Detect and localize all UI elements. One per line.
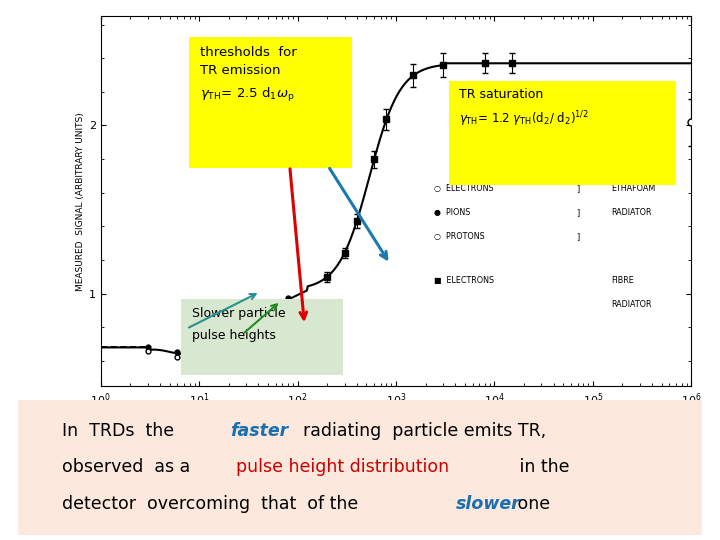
Text: ●  PIONS: ● PIONS: [434, 208, 471, 217]
FancyBboxPatch shape: [12, 399, 708, 536]
Text: ○  ELECTRONS: ○ ELECTRONS: [434, 184, 494, 193]
Text: TR emission: TR emission: [200, 64, 281, 77]
Text: pulse height distribution: pulse height distribution: [235, 458, 449, 476]
Text: observed  as a: observed as a: [63, 458, 197, 476]
Text: radiating  particle emits TR,: radiating particle emits TR,: [292, 422, 546, 440]
FancyBboxPatch shape: [449, 81, 676, 185]
Text: detector  overcoming  that  of the: detector overcoming that of the: [63, 495, 364, 512]
Text: slower: slower: [456, 495, 521, 512]
Text: ]: ]: [576, 184, 580, 193]
Text: TR saturation: TR saturation: [459, 89, 544, 102]
Text: RADIATOR: RADIATOR: [611, 300, 652, 309]
Text: in the: in the: [514, 458, 570, 476]
Text: ]: ]: [576, 208, 580, 217]
FancyBboxPatch shape: [181, 299, 343, 375]
Text: thresholds  for: thresholds for: [200, 46, 297, 59]
Text: faster: faster: [230, 422, 288, 440]
Text: ○  PROTONS: ○ PROTONS: [434, 232, 485, 241]
Text: ■  ELECTRONS: ■ ELECTRONS: [434, 276, 495, 285]
Text: FIBRE: FIBRE: [611, 276, 634, 285]
Text: ]: ]: [576, 232, 580, 241]
Text: In  TRDs  the: In TRDs the: [63, 422, 180, 440]
Text: RADIATOR: RADIATOR: [611, 208, 652, 217]
Text: $\gamma_{\rm TH}$= 1.2 $\gamma_{\rm TH}$(d$_2$/ d$_2)^{1/2}$: $\gamma_{\rm TH}$= 1.2 $\gamma_{\rm TH}$…: [459, 110, 589, 129]
X-axis label: LORENTZ  FACTOR  $\gamma = E/mc^2$: LORENTZ FACTOR $\gamma = E/mc^2$: [318, 411, 474, 428]
Text: pulse heights: pulse heights: [192, 329, 276, 342]
Text: one: one: [512, 495, 550, 512]
Y-axis label: MEASURED  SIGNAL (ARBITRARY UNITS): MEASURED SIGNAL (ARBITRARY UNITS): [76, 112, 85, 291]
Text: Slower particle: Slower particle: [192, 307, 286, 320]
FancyBboxPatch shape: [189, 37, 351, 168]
Text: $\gamma_{\rm TH}$= 2.5 d$_1\omega_{\rm p}$: $\gamma_{\rm TH}$= 2.5 d$_1\omega_{\rm p…: [200, 86, 294, 104]
Text: ETHAFOAM: ETHAFOAM: [611, 184, 656, 193]
